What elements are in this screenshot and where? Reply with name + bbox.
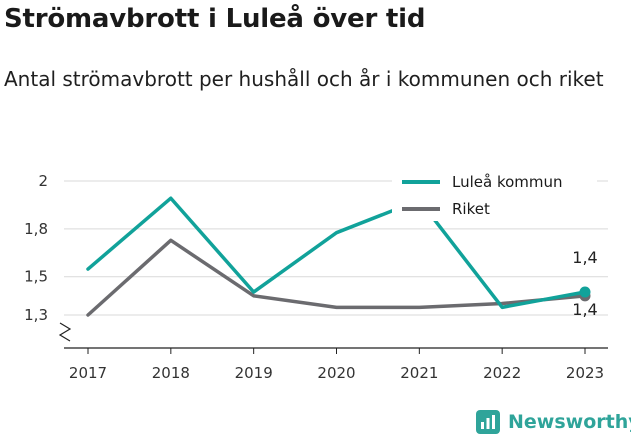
- x-tick-label: 2023: [566, 364, 604, 382]
- series-line: [86, 238, 587, 317]
- chart-subtitle: Antal strömavbrott per hushåll och år i …: [4, 67, 604, 91]
- x-tick-label: 2019: [235, 364, 273, 382]
- series-line: [86, 196, 587, 310]
- data-label: 1,4: [572, 300, 597, 319]
- chart-title: Strömavbrott i Luleå över tid: [4, 4, 426, 34]
- y-tick-label: 1,3: [24, 306, 48, 324]
- newsworthy-logo-text: Newsworthy: [508, 411, 631, 433]
- data-label: 1,4: [572, 248, 597, 267]
- y-tick-label: 1,8: [24, 220, 48, 238]
- x-axis: 2017 2018 2019 2020 2021 2022 2023: [58, 322, 608, 382]
- y-tick-label: 2: [38, 172, 48, 190]
- x-tick-label: 2018: [152, 364, 190, 382]
- x-tick-label: 2022: [483, 364, 521, 382]
- x-tick-label: 2020: [317, 364, 355, 382]
- newsworthy-logo: Newsworthy: [476, 408, 631, 436]
- x-tick-label: 2017: [69, 364, 107, 382]
- legend-label: Luleå kommun: [452, 173, 563, 191]
- axis-break-icon: [58, 322, 72, 342]
- series-end-point: [579, 286, 591, 298]
- x-tick-label: 2021: [400, 364, 438, 382]
- series-group: 1,4 1,4: [86, 196, 598, 319]
- y-tick-label: 1,5: [24, 268, 48, 286]
- legend: Luleå kommun Riket: [392, 170, 597, 221]
- legend-label: Riket: [452, 200, 490, 218]
- newsworthy-logo-icon: [476, 410, 500, 434]
